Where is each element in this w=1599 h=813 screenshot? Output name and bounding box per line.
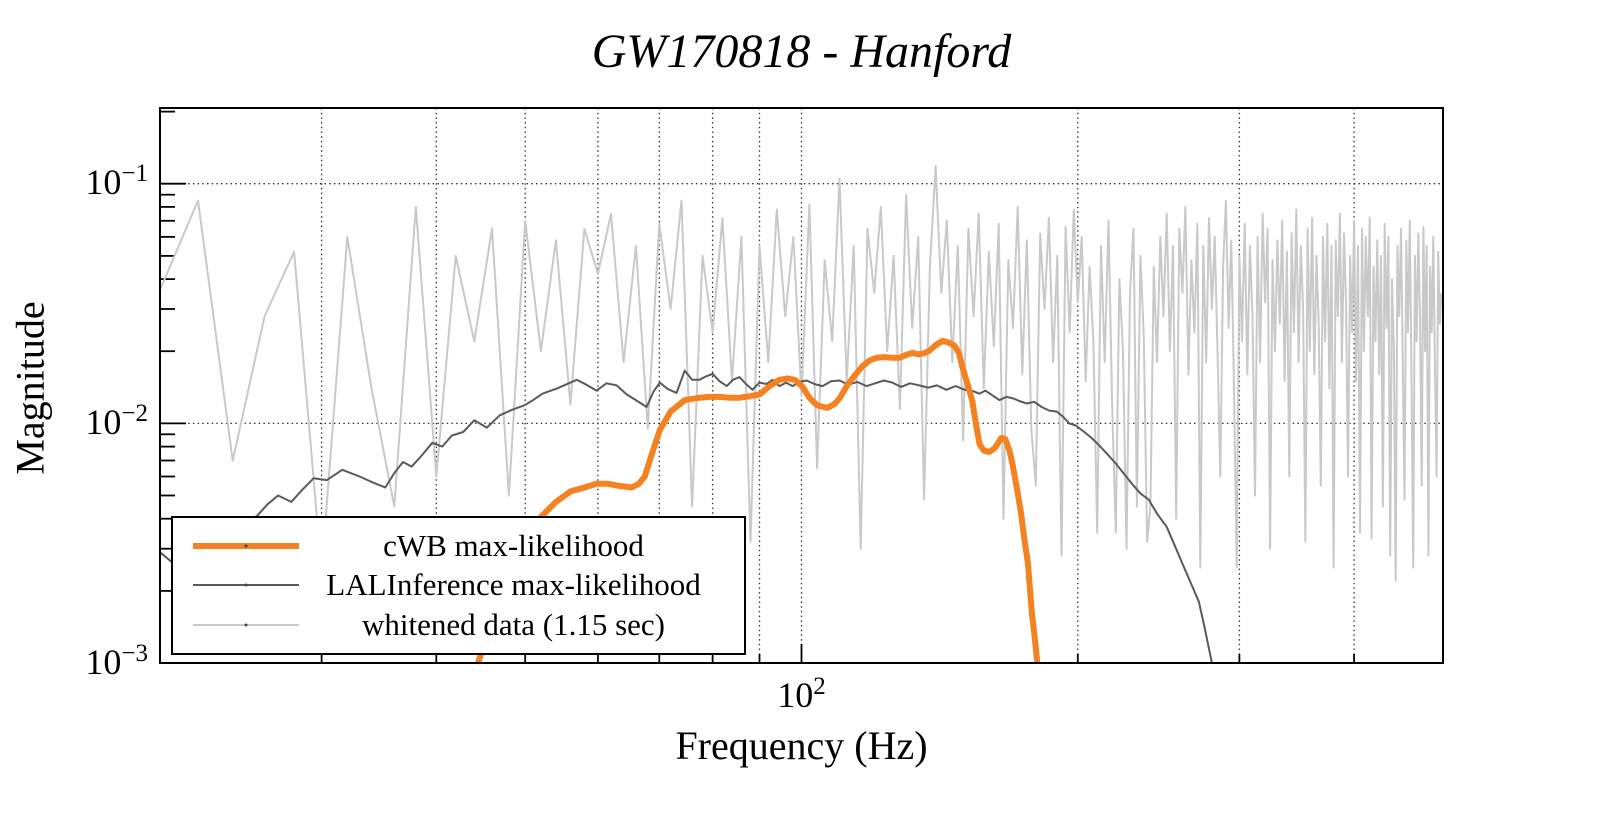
series-whitened-data-1-15-sec xyxy=(159,165,1443,582)
y-tick-label-1e-2: 10−2 xyxy=(85,400,148,442)
legend-label-cwb: cWB max-likelihood xyxy=(383,527,644,563)
legend-entry-cwb: cWB max-likelihood xyxy=(173,528,744,564)
series-lalinference-max-likelihood xyxy=(159,369,1213,664)
legend-entry-lalinference: LALInference max-likelihood xyxy=(173,567,744,603)
legend-entry-whitened-data: whitened data (1.15 sec) xyxy=(173,607,744,643)
plot-frame xyxy=(159,107,1444,664)
y-tick-label-1e-3: 10−3 xyxy=(85,640,148,682)
legend-label-lalinference: LALInference max-likelihood xyxy=(326,567,701,603)
legend-box: cWB max-likelihood LALInference max-like… xyxy=(171,516,746,655)
marker-dot-icon xyxy=(244,544,248,548)
lalinference-line-swatch xyxy=(193,583,299,587)
marker-dot-icon xyxy=(244,623,248,627)
whitened-data-line-swatch xyxy=(193,623,299,627)
marker-dot-icon xyxy=(244,583,248,587)
plot-title: GW170818 - Hanford xyxy=(591,25,1012,78)
y-tick-label-1e-1: 10−1 xyxy=(85,160,148,202)
cwb-line-swatch xyxy=(193,542,299,549)
x-axis-label: Frequency (Hz) xyxy=(675,723,928,768)
legend-label-whitened-data: whitened data (1.15 sec) xyxy=(362,607,665,643)
x-tick-label-1e2: 102 xyxy=(777,673,826,715)
y-axis-label: Magnitude xyxy=(7,301,53,475)
series-cwb-max-likelihood xyxy=(475,337,1041,665)
